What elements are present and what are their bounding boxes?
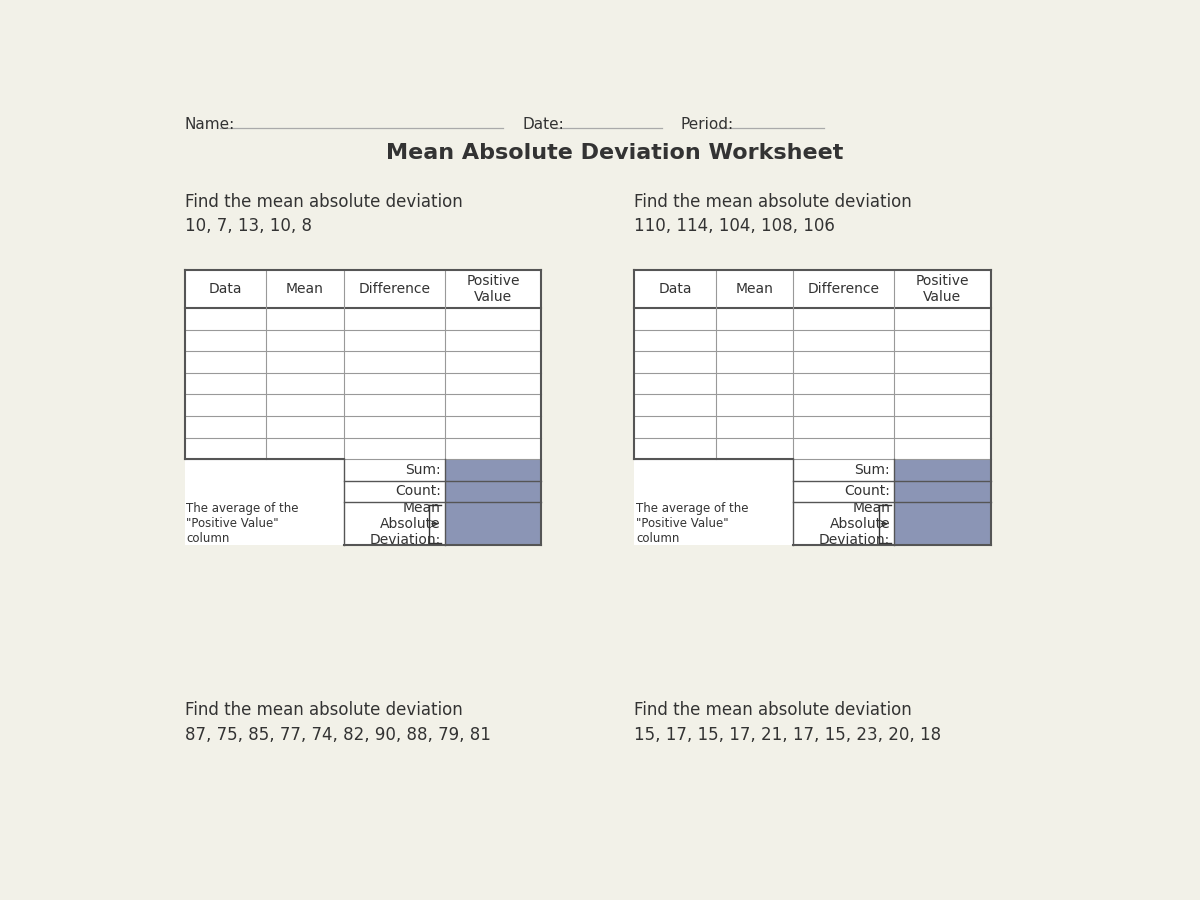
Text: 87, 75, 85, 77, 74, 82, 90, 88, 79, 81: 87, 75, 85, 77, 74, 82, 90, 88, 79, 81 (185, 725, 491, 743)
Bar (635, 270, 991, 545)
Text: Mean
Absolute
Deviation:: Mean Absolute Deviation: (818, 500, 890, 547)
Text: Mean: Mean (736, 282, 774, 296)
Text: Sum:: Sum: (406, 463, 440, 477)
Bar (444, 502, 541, 545)
Bar (894, 502, 991, 545)
Text: Find the mean absolute deviation: Find the mean absolute deviation (635, 193, 912, 211)
Text: Difference: Difference (808, 282, 880, 296)
Text: Find the mean absolute deviation: Find the mean absolute deviation (185, 193, 463, 211)
Text: Mean: Mean (286, 282, 324, 296)
Bar (444, 481, 541, 502)
Bar (894, 459, 991, 481)
Bar (444, 459, 541, 481)
Bar (185, 270, 541, 545)
Text: Name:: Name: (185, 117, 235, 132)
Text: Sum:: Sum: (854, 463, 890, 477)
Text: Find the mean absolute deviation: Find the mean absolute deviation (635, 701, 912, 719)
Bar (894, 481, 991, 502)
Text: Data: Data (659, 282, 692, 296)
Text: Period:: Period: (680, 117, 734, 132)
Text: 110, 114, 104, 108, 106: 110, 114, 104, 108, 106 (635, 217, 835, 235)
Text: Count:: Count: (395, 484, 440, 499)
Text: Find the mean absolute deviation: Find the mean absolute deviation (185, 701, 463, 719)
Text: Difference: Difference (358, 282, 430, 296)
Text: Positive
Value: Positive Value (916, 274, 970, 304)
Text: 15, 17, 15, 17, 21, 17, 15, 23, 20, 18: 15, 17, 15, 17, 21, 17, 15, 23, 20, 18 (635, 725, 942, 743)
Text: Count:: Count: (845, 484, 890, 499)
Text: Data: Data (209, 282, 242, 296)
Text: Mean
Absolute
Deviation:: Mean Absolute Deviation: (370, 500, 440, 547)
Text: Date:: Date: (522, 117, 564, 132)
Text: Mean Absolute Deviation Worksheet: Mean Absolute Deviation Worksheet (386, 142, 844, 163)
Text: The average of the
"Positive Value"
column: The average of the "Positive Value" colu… (636, 502, 749, 545)
Text: 10, 7, 13, 10, 8: 10, 7, 13, 10, 8 (185, 217, 312, 235)
Text: Positive
Value: Positive Value (466, 274, 520, 304)
Text: The average of the
"Positive Value"
column: The average of the "Positive Value" colu… (186, 502, 299, 545)
